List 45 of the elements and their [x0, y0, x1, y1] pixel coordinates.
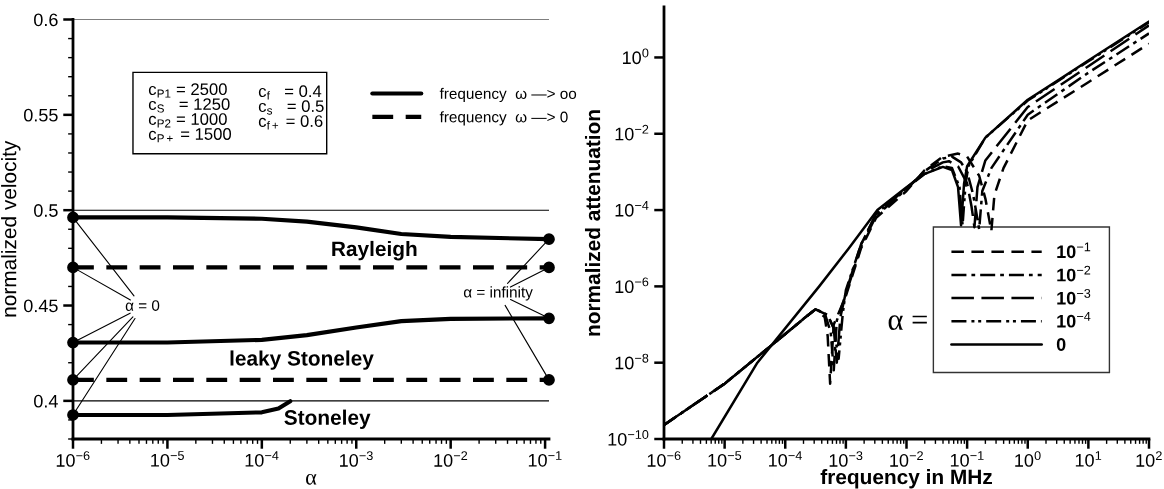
y-tick-label: 0.5	[34, 204, 58, 217]
annotation: leaky Stoneley	[230, 350, 374, 370]
x-tick-label: 10$^{−6}$	[56, 451, 90, 467]
annotation: α = 0	[125, 300, 160, 311]
x-tick-label: 10$^{2}$	[1136, 451, 1162, 467]
x-tick-label: 10$^{−2}$	[434, 451, 468, 467]
y-axis-title: normalized attenuation	[584, 110, 601, 336]
x-tick-label: 10$^{−4}$	[245, 451, 279, 467]
y-tick-label: 10$^{−10}$	[608, 430, 649, 446]
legend-label: 0	[1056, 338, 1066, 351]
x-tick-label: 10$^{0}$	[1015, 451, 1041, 467]
text: c$_{f}$ = 0.4 c$_{s}$ = 0.5 c$_{f+}$ = 0.6	[258, 85, 324, 130]
x-axis-title: frequency in MHz	[820, 469, 992, 489]
x-tick-label: 10$^{−2}$	[890, 451, 923, 467]
x-tick-label: 10$^{−5}$	[708, 451, 742, 467]
y-tick-label: 0.6	[34, 13, 58, 27]
y-tick-label: 10$^{0}$	[622, 48, 649, 65]
annotation: Stoneley	[284, 409, 371, 429]
x-tick-label: 10$^{−3}$	[829, 451, 863, 467]
x-axis-title: α	[306, 473, 317, 485]
legend-label: 10$^{−4}$	[1057, 312, 1091, 328]
x-tick-label: 10$^{−4}$	[769, 451, 802, 467]
legend-label: frequency ω —> oo	[439, 87, 577, 103]
y-tick-label: 0.45	[23, 299, 58, 313]
x-tick-label: 10$^{−1}$	[950, 451, 984, 467]
y-tick-label: 10$^{−4}$	[615, 201, 649, 217]
y-tick-label: 0.4	[34, 394, 58, 408]
y-tick-label: 10$^{−8}$	[615, 353, 649, 370]
annotation: Rayleigh	[332, 240, 417, 261]
legend-label: 10$^{−1}$	[1057, 242, 1091, 259]
x-tick-label: 10$^{−6}$	[647, 451, 681, 467]
legend-label: 10$^{−3}$	[1057, 288, 1091, 305]
y-tick-label: 10$^{−6}$	[615, 277, 649, 294]
x-tick-label: 10$^{−1}$	[528, 451, 562, 467]
y-axis-title: normalized velocity	[1, 140, 21, 317]
annotation: α = infinity	[463, 286, 533, 301]
x-tick-label: 10$^{−3}$	[340, 451, 373, 467]
x-tick-label: 10$^{−5}$	[151, 451, 184, 467]
text: c$_{P1}$ = 2500 c$_{S}$ = 1250 c$_{P2}$ = 1000 c$_{P+}$ = 1500	[148, 83, 232, 143]
x-tick-label: 10$^{1}$	[1075, 451, 1102, 467]
y-tick-label: 0.55	[23, 108, 58, 122]
legend-title: α =	[888, 315, 927, 331]
legend-label: 10$^{−2}$	[1057, 265, 1091, 282]
legend-label: frequency ω —> 0	[439, 111, 568, 126]
y-tick-label: 10$^{−2}$	[615, 124, 649, 141]
